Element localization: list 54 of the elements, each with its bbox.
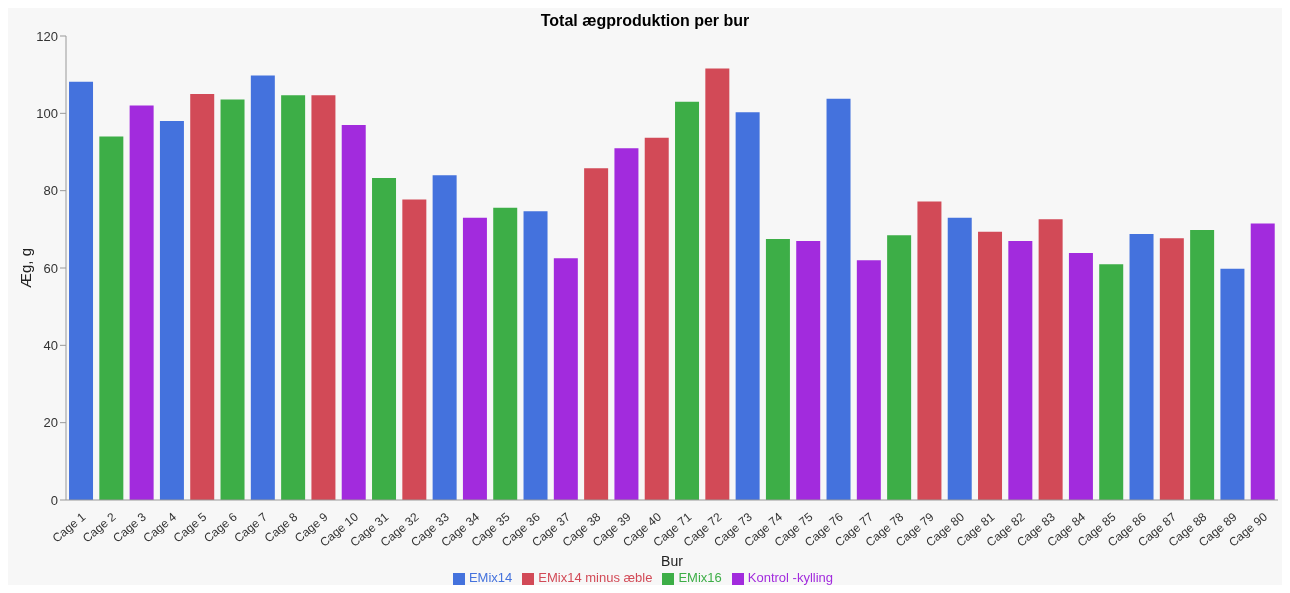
bar <box>644 137 669 500</box>
bar <box>281 95 306 500</box>
bar <box>1159 238 1184 500</box>
chart-title: Total ægproduktion per bur <box>540 12 750 29</box>
y-tick-label: 40 <box>43 337 58 353</box>
bar <box>1220 268 1245 500</box>
bar <box>887 235 912 500</box>
y-tick-label: 60 <box>43 260 58 276</box>
bar <box>553 258 578 500</box>
bar <box>735 112 760 500</box>
legend-label: EMix14 minus æble <box>538 570 653 585</box>
bar <box>826 98 851 500</box>
bar <box>99 136 124 500</box>
bar <box>765 239 790 500</box>
bar <box>614 148 639 500</box>
legend-label: Kontrol -kylling <box>747 570 834 585</box>
bar <box>1190 230 1215 500</box>
bar <box>978 231 1003 500</box>
bar <box>1250 223 1275 500</box>
bar <box>1068 252 1093 500</box>
bar <box>341 124 366 500</box>
bar <box>402 199 427 500</box>
bar <box>1099 264 1124 500</box>
bar <box>129 105 154 500</box>
bar <box>705 68 730 500</box>
bar <box>493 207 518 500</box>
bar <box>159 121 184 500</box>
y-axis-title: Æg, g <box>17 247 35 289</box>
x-axis-title: Bur <box>661 553 684 569</box>
bar <box>675 101 700 500</box>
bar <box>311 95 336 500</box>
bar <box>220 99 245 500</box>
bar <box>462 217 487 500</box>
bar <box>796 240 821 500</box>
legend-label: EMix16 <box>678 570 722 585</box>
bar <box>432 175 457 500</box>
y-tick-label: 100 <box>36 105 58 121</box>
bar <box>1129 233 1154 500</box>
y-tick-label: 20 <box>43 415 58 431</box>
bar <box>372 177 397 500</box>
bar <box>250 75 275 500</box>
y-tick-label: 120 <box>36 28 58 44</box>
bar <box>917 201 942 500</box>
bar <box>856 260 881 500</box>
bar <box>584 168 609 500</box>
bar <box>1008 240 1033 500</box>
bar <box>190 94 215 500</box>
bar <box>69 81 94 500</box>
bar <box>947 217 972 500</box>
y-tick-label: 80 <box>43 183 58 199</box>
bar <box>1038 219 1063 500</box>
legend-label: EMix14 <box>468 570 513 585</box>
y-tick-label: 0 <box>50 492 58 508</box>
bar <box>523 211 548 500</box>
